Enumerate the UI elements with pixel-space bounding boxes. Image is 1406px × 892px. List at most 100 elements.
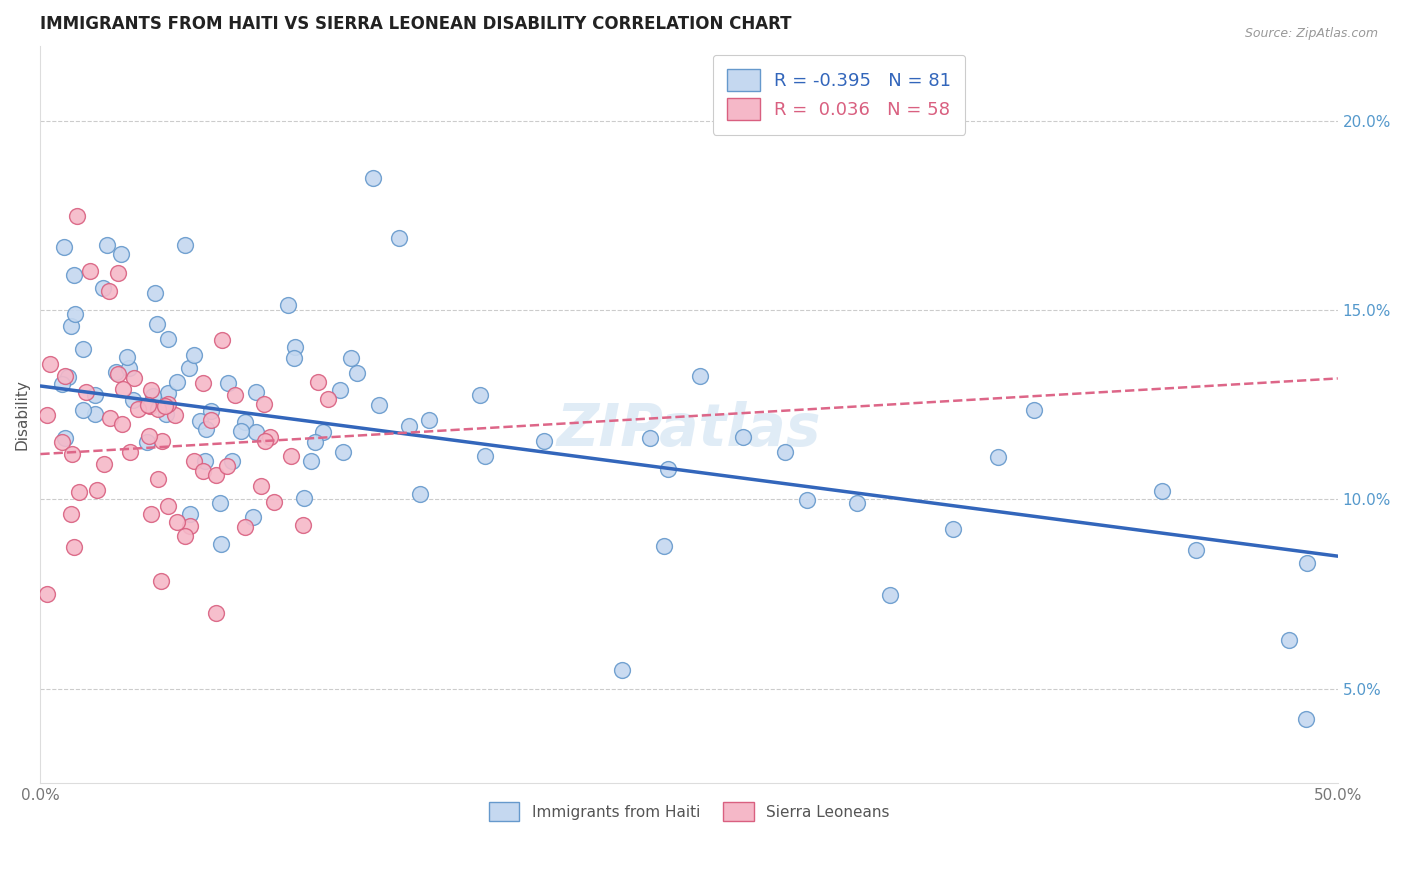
Point bbox=[60, 447, 83, 461]
Point bbox=[1022, 402, 1045, 417]
Point bbox=[157, 332, 180, 346]
Point bbox=[200, 404, 222, 418]
Point bbox=[195, 422, 218, 436]
Point bbox=[142, 389, 165, 403]
Y-axis label: Disability: Disability bbox=[15, 379, 30, 450]
Point bbox=[796, 492, 818, 507]
Point bbox=[155, 399, 177, 413]
Point bbox=[318, 392, 340, 406]
Point bbox=[63, 268, 86, 282]
Point bbox=[283, 351, 305, 366]
Point bbox=[217, 376, 239, 390]
Point bbox=[254, 434, 277, 448]
Point bbox=[183, 348, 205, 362]
Point bbox=[174, 237, 197, 252]
Point bbox=[612, 663, 634, 677]
Point bbox=[51, 376, 73, 391]
Point bbox=[332, 444, 354, 458]
Point bbox=[209, 537, 232, 551]
Point bbox=[277, 297, 299, 311]
Point bbox=[111, 417, 134, 431]
Point bbox=[233, 520, 256, 534]
Point bbox=[105, 366, 128, 380]
Point bbox=[66, 209, 89, 223]
Point bbox=[1278, 633, 1301, 648]
Point bbox=[388, 231, 411, 245]
Point bbox=[284, 340, 307, 354]
Point bbox=[259, 430, 281, 444]
Point bbox=[156, 397, 179, 411]
Point bbox=[146, 472, 169, 486]
Point bbox=[97, 285, 120, 299]
Point bbox=[221, 454, 243, 468]
Point bbox=[291, 518, 314, 533]
Text: ZIPatlas: ZIPatlas bbox=[557, 401, 821, 458]
Point bbox=[204, 606, 226, 620]
Point bbox=[83, 407, 105, 421]
Point bbox=[96, 238, 118, 252]
Point bbox=[533, 434, 555, 449]
Point bbox=[233, 415, 256, 429]
Point bbox=[194, 453, 217, 467]
Point bbox=[75, 384, 97, 399]
Point bbox=[53, 431, 76, 445]
Point bbox=[368, 398, 391, 412]
Point bbox=[224, 388, 246, 402]
Point bbox=[156, 386, 179, 401]
Point bbox=[245, 385, 267, 400]
Point bbox=[60, 507, 83, 521]
Point bbox=[205, 468, 228, 483]
Point bbox=[127, 401, 149, 416]
Point bbox=[122, 370, 145, 384]
Point bbox=[346, 366, 368, 380]
Point bbox=[163, 408, 186, 422]
Point bbox=[51, 434, 73, 449]
Point bbox=[652, 539, 675, 553]
Point bbox=[292, 491, 315, 505]
Point bbox=[112, 382, 135, 396]
Point bbox=[1150, 484, 1173, 499]
Point bbox=[183, 453, 205, 467]
Text: IMMIGRANTS FROM HAITI VS SIERRA LEONEAN DISABILITY CORRELATION CHART: IMMIGRANTS FROM HAITI VS SIERRA LEONEAN … bbox=[41, 15, 792, 33]
Point bbox=[141, 384, 163, 398]
Point bbox=[58, 369, 80, 384]
Point bbox=[250, 479, 273, 493]
Point bbox=[138, 399, 160, 413]
Point bbox=[1185, 543, 1208, 558]
Point bbox=[242, 509, 264, 524]
Point bbox=[59, 319, 82, 334]
Point bbox=[474, 449, 496, 463]
Point bbox=[179, 519, 201, 533]
Point bbox=[689, 369, 711, 384]
Point bbox=[146, 318, 169, 332]
Point bbox=[72, 343, 94, 357]
Point bbox=[987, 450, 1010, 464]
Point bbox=[84, 388, 107, 402]
Point bbox=[179, 507, 201, 521]
Point bbox=[307, 376, 329, 390]
Point bbox=[53, 240, 76, 254]
Point bbox=[340, 351, 363, 365]
Point bbox=[361, 171, 384, 186]
Point bbox=[1295, 712, 1317, 726]
Point bbox=[37, 587, 59, 601]
Point bbox=[193, 464, 215, 478]
Point bbox=[146, 402, 169, 417]
Legend: Immigrants from Haiti, Sierra Leoneans: Immigrants from Haiti, Sierra Leoneans bbox=[482, 797, 896, 827]
Point bbox=[200, 412, 222, 426]
Point bbox=[188, 414, 211, 428]
Point bbox=[1296, 556, 1319, 570]
Point bbox=[110, 246, 132, 260]
Point bbox=[418, 413, 440, 427]
Point bbox=[328, 384, 350, 398]
Point bbox=[141, 507, 163, 521]
Point bbox=[731, 430, 754, 444]
Point bbox=[98, 411, 121, 425]
Point bbox=[86, 483, 108, 497]
Point bbox=[211, 333, 233, 347]
Point bbox=[115, 350, 138, 364]
Point bbox=[280, 450, 302, 464]
Point bbox=[942, 522, 965, 536]
Point bbox=[136, 435, 159, 450]
Point bbox=[150, 574, 173, 588]
